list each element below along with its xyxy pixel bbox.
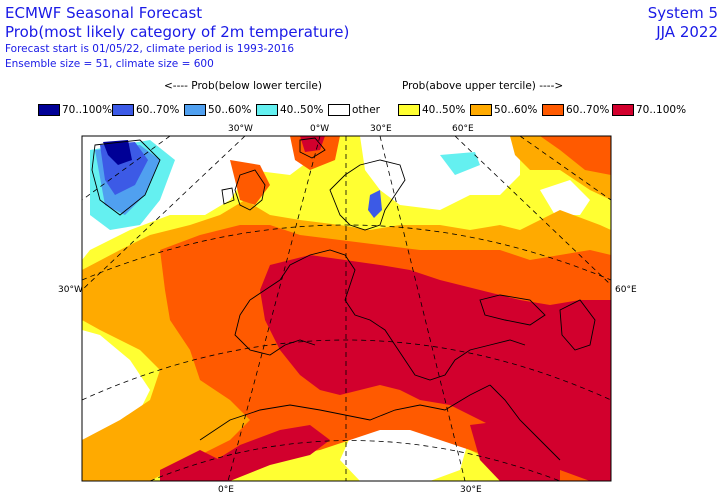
coast-greenland — [91, 139, 161, 216]
meridian-75e — [519, 136, 611, 201]
field-red-orange-uk — [230, 160, 270, 205]
chart-subtitle: Prob(most likely category of 2m temperat… — [5, 23, 350, 41]
grid-label-top-60e: 60°E — [452, 124, 474, 134]
legend-label: other — [352, 104, 380, 116]
parallel-75n — [110, 136, 590, 137]
field-red-orange-arctic — [540, 136, 611, 175]
legend-swatch — [398, 104, 420, 116]
legend-swatch — [112, 104, 134, 116]
coast-iceland — [299, 137, 326, 159]
grid-label-top-0w: 0°W — [310, 124, 330, 134]
field-dark-red-core — [260, 255, 611, 481]
title-block: ECMWF Seasonal Forecast Prob(most likely… — [5, 4, 349, 72]
grid-label-bottom-0e: 0°E — [218, 485, 234, 495]
legend-swatch — [612, 104, 634, 116]
coastlines — [91, 137, 596, 461]
chart-title: ECMWF Seasonal Forecast — [5, 4, 203, 22]
legend-above-heading: Prob(above upper tercile) ----> — [402, 80, 564, 92]
coast-caspian-sea — [559, 299, 596, 351]
legend-label: 50..60% — [208, 104, 252, 116]
field-red-orange-iceland — [290, 136, 340, 170]
legend-swatch — [542, 104, 564, 116]
system-label: System 5 — [647, 4, 718, 22]
legend-item-above-70-100: 70..100% — [612, 103, 686, 117]
meridian-45w — [82, 136, 171, 201]
legend-item-below-40-50: 40..50% — [256, 103, 323, 117]
legend-label: 50..60% — [494, 104, 538, 116]
legend-item-other: other — [328, 103, 380, 117]
coast-black-sea — [479, 294, 546, 326]
field-dark-red-westafrica — [160, 450, 220, 481]
grid-label-left-30w: 30°W — [58, 285, 83, 295]
meridian-0 — [227, 136, 321, 481]
coast-europe-south — [249, 249, 526, 381]
legend-item-below-70-100: 70..100% — [38, 103, 112, 117]
legend-label: 70..100% — [636, 104, 687, 116]
parallel-45n — [82, 339, 611, 401]
legend-item-below-60-70: 60..70% — [112, 103, 179, 117]
legend-item-below-50-60: 50..60% — [184, 103, 251, 117]
legend-item-above-50-60: 50..60% — [470, 103, 537, 117]
coast-ireland — [221, 187, 235, 205]
legend-swatch — [328, 104, 350, 116]
legend-swatch — [38, 104, 60, 116]
system-block: System 5 JJA 2022 — [648, 4, 718, 42]
field-white-russia — [540, 180, 590, 215]
map-frame — [81, 135, 612, 482]
grid-label-top-30e: 30°E — [370, 124, 392, 134]
coast-iberia — [234, 299, 316, 356]
legend-label: 60..70% — [136, 104, 180, 116]
legend-swatch — [256, 104, 278, 116]
grid-label-bottom-30e: 30°E — [460, 485, 482, 495]
field-blue-gulf-bothnia — [368, 190, 382, 218]
field-dark-red-sahara — [200, 425, 330, 481]
coast-scandinavia — [329, 159, 406, 231]
legend-below-heading: <---- Prob(below lower tercile) — [164, 80, 322, 92]
legend-label: 40..50% — [422, 104, 466, 116]
ensemble-size-info: Ensemble size = 51, climate size = 600 — [5, 58, 214, 70]
map-field — [82, 136, 611, 481]
field-dark-red-arabia — [470, 420, 560, 481]
legend-swatch — [470, 104, 492, 116]
grid-label-right-60e: 60°E — [615, 285, 637, 295]
parallel-30n — [149, 440, 561, 481]
parallel-60n — [82, 224, 611, 281]
coast-red-sea — [489, 384, 561, 461]
legend-swatch — [184, 104, 206, 116]
field-cyan-barents — [440, 152, 480, 175]
coast-north-africa — [199, 384, 491, 441]
season-label: JJA 2022 — [656, 23, 718, 41]
legend-label: 70..100% — [62, 104, 113, 116]
legend-item-above-60-70: 60..70% — [542, 103, 609, 117]
legend-item-above-40-50: 40..50% — [398, 103, 465, 117]
legend-label: 40..50% — [280, 104, 324, 116]
meridian-30w — [82, 136, 246, 291]
field-white-scandinavia — [360, 136, 520, 210]
grid-label-top-30w: 30°W — [228, 124, 253, 134]
graticule — [82, 136, 611, 481]
coast-great-britain — [234, 169, 266, 211]
legend-label: 60..70% — [566, 104, 610, 116]
forecast-start-info: Forecast start is 01/05/22, climate peri… — [5, 43, 295, 55]
field-navy-greenland — [103, 140, 132, 165]
